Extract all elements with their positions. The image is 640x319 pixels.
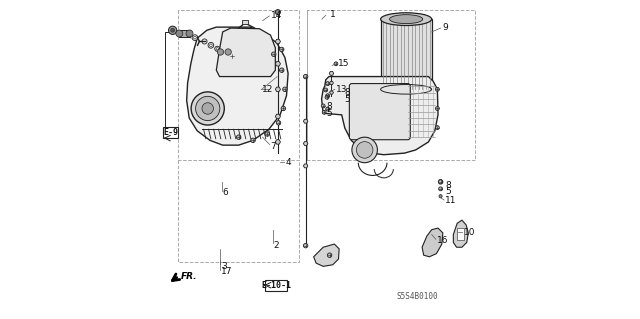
Polygon shape	[330, 81, 333, 85]
Circle shape	[194, 36, 196, 39]
Circle shape	[303, 74, 308, 79]
Circle shape	[325, 95, 329, 99]
Circle shape	[186, 30, 193, 37]
Text: S5S4B0100: S5S4B0100	[397, 292, 438, 301]
Circle shape	[321, 104, 325, 108]
Circle shape	[216, 48, 218, 50]
Ellipse shape	[381, 13, 431, 26]
Circle shape	[265, 132, 269, 136]
Polygon shape	[275, 140, 280, 144]
Text: 16: 16	[437, 236, 449, 245]
Polygon shape	[275, 62, 280, 66]
Polygon shape	[422, 228, 443, 257]
Circle shape	[438, 187, 442, 191]
Polygon shape	[314, 244, 339, 266]
Ellipse shape	[390, 15, 422, 24]
Circle shape	[202, 103, 214, 114]
Text: 5: 5	[344, 95, 350, 104]
Text: FR.: FR.	[181, 272, 197, 281]
Circle shape	[276, 121, 281, 125]
Circle shape	[275, 10, 280, 15]
Text: 9: 9	[442, 23, 448, 32]
Circle shape	[322, 110, 326, 114]
Circle shape	[192, 35, 198, 41]
Circle shape	[229, 53, 235, 59]
Circle shape	[196, 96, 220, 121]
Text: 3: 3	[221, 262, 227, 271]
Text: 7: 7	[271, 142, 276, 151]
Circle shape	[303, 243, 308, 248]
Circle shape	[326, 107, 330, 111]
Circle shape	[208, 42, 214, 48]
Bar	[242, 20, 248, 24]
Polygon shape	[187, 27, 288, 145]
Text: 2: 2	[274, 241, 280, 250]
Bar	[457, 228, 463, 240]
Circle shape	[438, 180, 443, 184]
Circle shape	[225, 49, 231, 55]
Polygon shape	[303, 142, 308, 145]
Circle shape	[168, 26, 177, 34]
Polygon shape	[275, 39, 280, 44]
Polygon shape	[453, 220, 468, 247]
Circle shape	[191, 92, 224, 125]
Circle shape	[176, 30, 183, 37]
Circle shape	[326, 94, 330, 98]
Polygon shape	[275, 87, 280, 92]
Circle shape	[171, 28, 175, 32]
Text: 6: 6	[223, 189, 228, 197]
Polygon shape	[321, 77, 438, 155]
Circle shape	[215, 46, 220, 51]
Text: 8: 8	[344, 88, 350, 97]
Polygon shape	[303, 164, 308, 168]
Circle shape	[283, 87, 287, 92]
FancyBboxPatch shape	[349, 84, 410, 140]
Circle shape	[435, 126, 439, 130]
Circle shape	[324, 88, 328, 92]
Text: 5: 5	[326, 109, 332, 118]
Text: E-10-1: E-10-1	[261, 281, 291, 290]
Text: 11: 11	[445, 197, 457, 205]
Text: 15: 15	[338, 59, 349, 68]
Text: 4: 4	[285, 158, 291, 167]
Text: 10: 10	[463, 228, 475, 237]
Text: 1: 1	[330, 10, 335, 19]
Circle shape	[327, 253, 332, 257]
Text: 8: 8	[445, 181, 451, 189]
Circle shape	[356, 142, 373, 158]
Polygon shape	[438, 180, 443, 184]
Bar	[179, 30, 189, 37]
Bar	[220, 49, 228, 55]
Polygon shape	[303, 119, 308, 123]
Text: 13: 13	[336, 85, 348, 94]
Polygon shape	[275, 114, 280, 119]
Polygon shape	[329, 71, 333, 75]
Circle shape	[281, 106, 285, 111]
Polygon shape	[216, 28, 275, 77]
Text: 12: 12	[262, 85, 273, 94]
Circle shape	[439, 195, 442, 198]
Text: 14: 14	[271, 11, 282, 20]
Circle shape	[326, 82, 330, 85]
Circle shape	[352, 137, 378, 163]
Circle shape	[210, 44, 212, 47]
Text: 17: 17	[221, 267, 232, 276]
Circle shape	[435, 107, 439, 110]
Circle shape	[236, 135, 241, 139]
Text: 8: 8	[326, 102, 332, 111]
Circle shape	[251, 138, 255, 143]
Circle shape	[280, 47, 284, 52]
Circle shape	[218, 49, 223, 55]
Circle shape	[334, 62, 338, 66]
Bar	[381, 19, 431, 89]
Polygon shape	[330, 91, 333, 94]
Circle shape	[435, 87, 439, 91]
Circle shape	[271, 52, 276, 56]
Circle shape	[280, 68, 284, 72]
Text: E-9: E-9	[163, 128, 178, 137]
Text: 5: 5	[445, 187, 451, 196]
